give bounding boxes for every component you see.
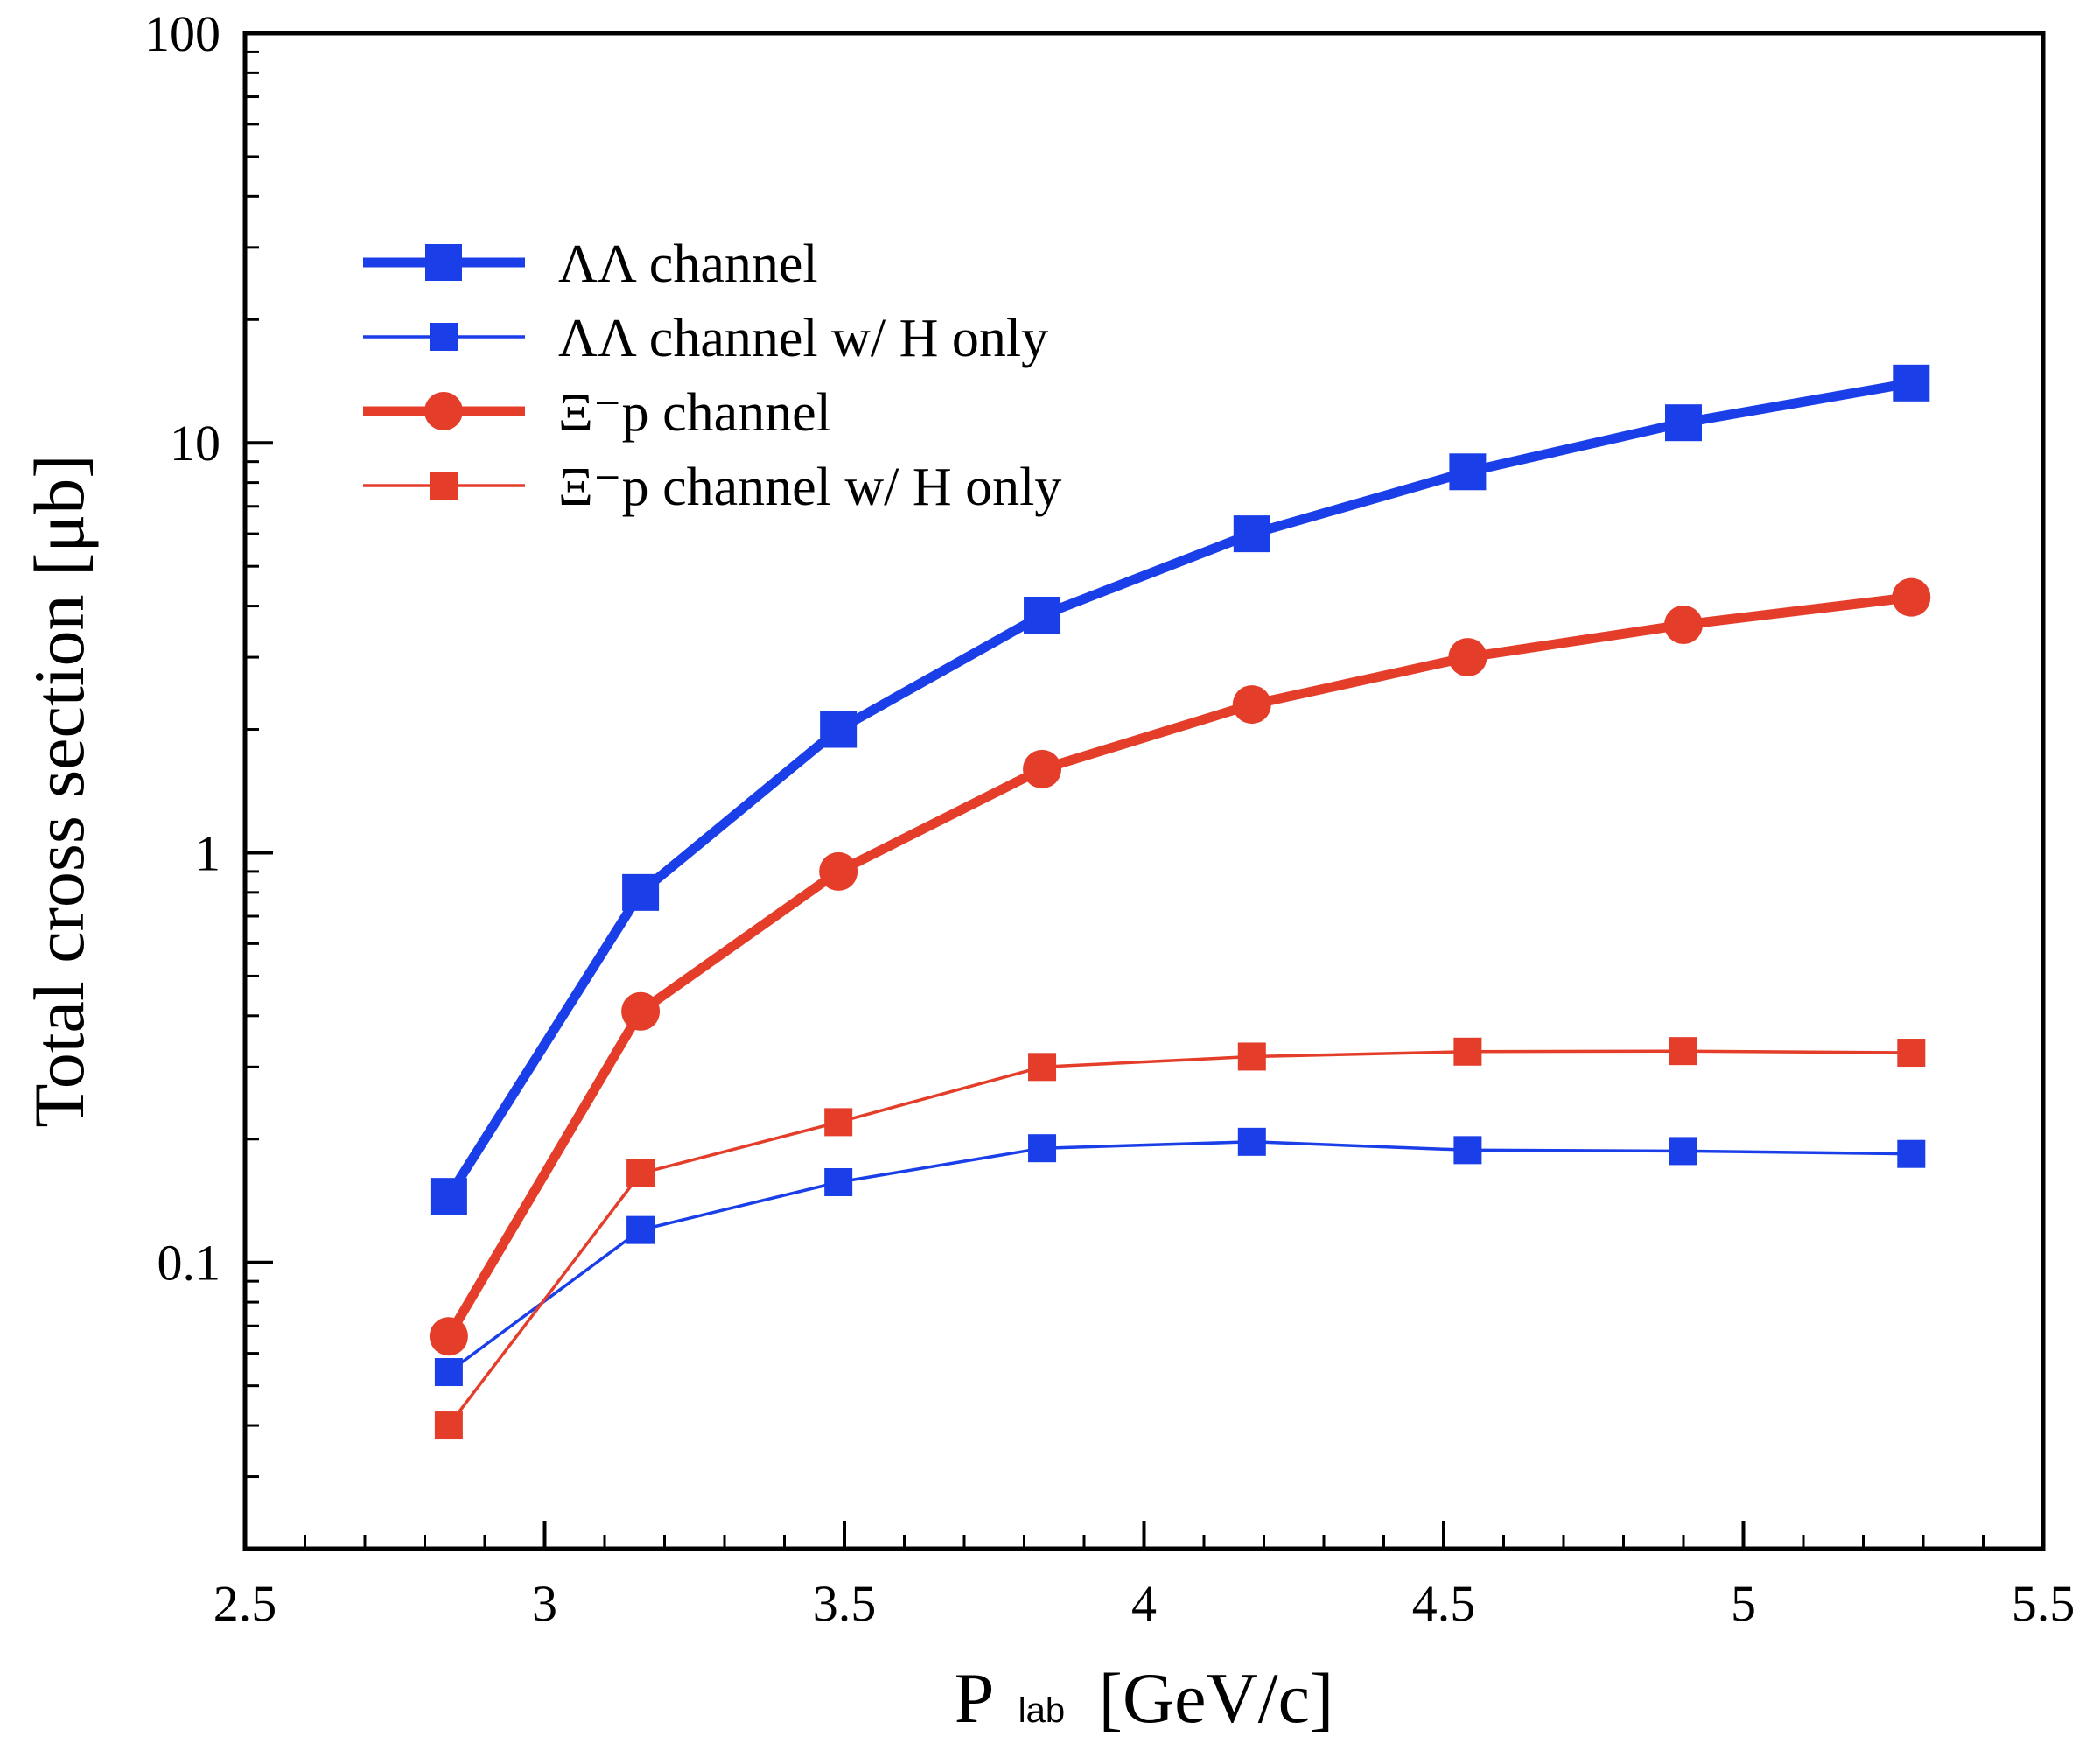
- series-1-point: [626, 1215, 655, 1244]
- series-3-point: [1897, 1039, 1926, 1068]
- series-0-point: [1449, 453, 1487, 491]
- y-tick-label: 100: [144, 5, 220, 62]
- series-2-point: [429, 1317, 468, 1356]
- series-1-point: [1453, 1136, 1482, 1165]
- y-tick-label: 1: [195, 824, 220, 881]
- tick-layer: 2.5 3 3.5 4 4.5 5 5.5 0.1 1 10 100: [144, 5, 2075, 1632]
- x-axis-title-unit: [GeV/c]: [1099, 1658, 1334, 1738]
- x-tick-label: 4.5: [1412, 1575, 1476, 1632]
- x-axis-title-main: P: [955, 1658, 992, 1738]
- legend-label: Ξ⁻p channel: [558, 383, 831, 443]
- y-tick-label: 0.1: [158, 1235, 221, 1292]
- series-1-point: [434, 1358, 463, 1387]
- legend-swatch-marker: [424, 392, 463, 430]
- series-1-point: [1670, 1137, 1698, 1166]
- series-3-point: [434, 1411, 463, 1440]
- series-0-line: [444, 378, 1913, 1200]
- series-3-point: [626, 1158, 655, 1187]
- x-tick-label: 5: [1731, 1575, 1756, 1632]
- series-0-point: [430, 1178, 467, 1215]
- series-3-point: [1028, 1053, 1057, 1082]
- series-1-point: [1897, 1139, 1926, 1168]
- legend-entry: Ξ⁻p channel: [363, 383, 831, 443]
- series-0-point: [622, 873, 660, 911]
- series-2-point: [1448, 638, 1488, 677]
- series-0-point: [1893, 364, 1930, 402]
- series-2-point: [1664, 605, 1703, 644]
- series-2-point: [1892, 578, 1931, 617]
- x-tick-label: 5.5: [2012, 1575, 2076, 1632]
- series-3-point: [1670, 1037, 1698, 1066]
- series-2-line: [444, 592, 1912, 1339]
- series-1-line: [447, 1140, 1912, 1374]
- series-0-point: [1233, 515, 1270, 553]
- x-tick-label: 2.5: [214, 1575, 277, 1632]
- series-2-point: [1023, 749, 1062, 788]
- x-axis-title-sub: lab: [1018, 1691, 1065, 1730]
- series-3-point: [1237, 1042, 1266, 1071]
- series-2-point: [1232, 685, 1271, 724]
- legend-entry: ΛΛ channel: [363, 234, 818, 294]
- series-2: [429, 578, 1931, 1356]
- series-0-point: [1665, 404, 1702, 442]
- legend-label: ΛΛ channel: [558, 234, 818, 294]
- series-0-point: [820, 710, 858, 748]
- series-1-point: [1028, 1134, 1057, 1163]
- y-tick-label: 10: [170, 415, 220, 472]
- x-axis-title: P lab [GeV/c]: [955, 1658, 1334, 1738]
- series-2-point: [621, 991, 661, 1031]
- legend-label: ΛΛ channel w/ H only: [558, 309, 1048, 368]
- series-1: [434, 1127, 1926, 1387]
- series-1-point: [824, 1167, 853, 1196]
- series-3-point: [1453, 1037, 1482, 1066]
- series-0: [430, 364, 1930, 1215]
- legend-swatch-marker: [430, 323, 458, 351]
- series-0-point: [1024, 596, 1061, 634]
- y-axis-title: Total cross section [μb]: [19, 454, 99, 1127]
- series-2-point: [819, 851, 858, 891]
- x-tick-label: 3.5: [813, 1575, 877, 1632]
- legend-swatch-marker: [425, 244, 462, 281]
- series-3: [434, 1037, 1926, 1440]
- legend-entry: Ξ⁻p channel w/ H only: [363, 458, 1061, 517]
- legend-swatch-marker: [430, 472, 458, 500]
- legend-entry: ΛΛ channel w/ H only: [363, 309, 1048, 368]
- series-3-line: [447, 1049, 1912, 1427]
- series-1-point: [1237, 1127, 1266, 1156]
- x-tick-label: 3: [532, 1575, 557, 1632]
- series-layer: [429, 364, 1931, 1440]
- legend: ΛΛ channel ΛΛ channel w/ H only Ξ⁻p channe…: [363, 234, 1061, 517]
- series-3-point: [824, 1108, 853, 1137]
- x-tick-label: 4: [1131, 1575, 1157, 1632]
- legend-label: Ξ⁻p channel w/ H only: [558, 458, 1061, 517]
